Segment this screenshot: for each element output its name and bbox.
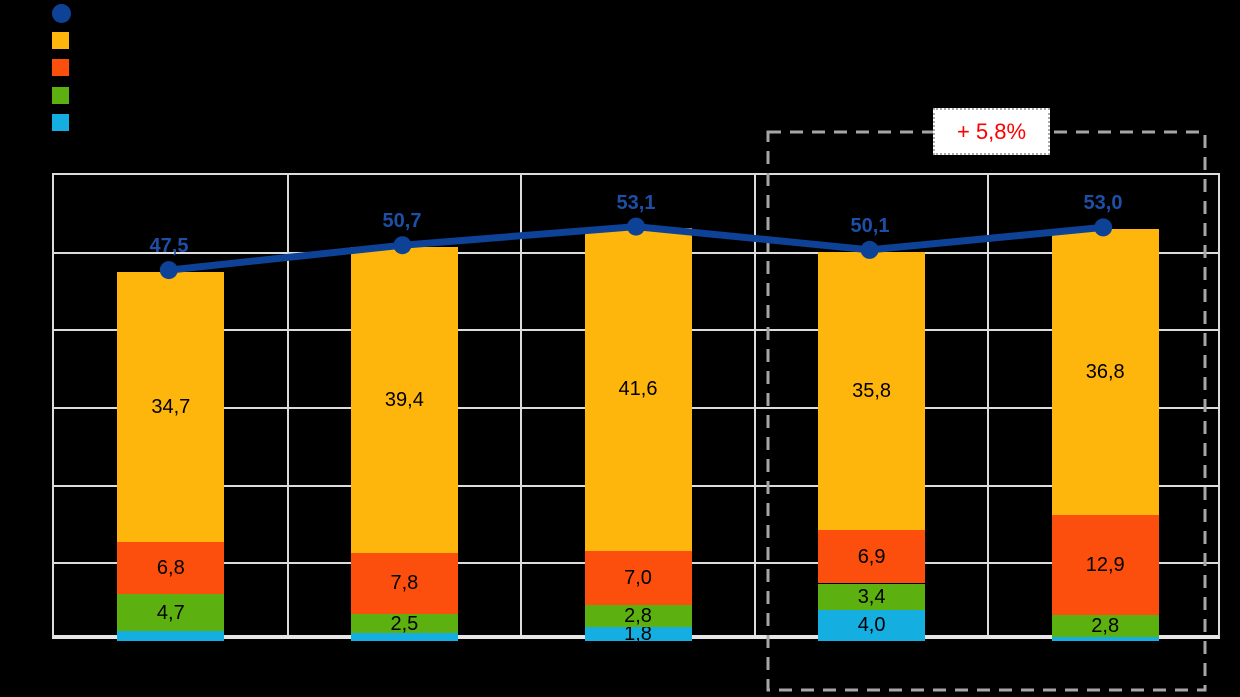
bar-segment-green: 4,7 xyxy=(117,594,225,631)
gridline-vertical xyxy=(753,175,756,635)
bar-segment-green: 3,4 xyxy=(818,583,926,610)
bar-segment-yellow: 39,4 xyxy=(350,247,458,554)
bar-segment-lightblue xyxy=(350,633,458,641)
gridline-vertical xyxy=(286,175,289,635)
bar-segment-red: 6,9 xyxy=(818,529,926,584)
bar-segment-value: 7,8 xyxy=(390,572,419,595)
bar-segment-yellow: 35,8 xyxy=(818,251,926,530)
line-series-swatch xyxy=(52,4,71,23)
bar-segment-yellow: 34,7 xyxy=(117,272,225,542)
total-line-value: 50,7 xyxy=(382,210,422,232)
bar-segment-red: 7,8 xyxy=(350,553,458,614)
bar-segment-value: 39,4 xyxy=(384,389,424,412)
bar-segment-value: 6,8 xyxy=(156,556,185,579)
total-line-value: 50,1 xyxy=(850,215,890,237)
total-line-value: 53,0 xyxy=(1083,192,1123,214)
bar-segment-yellow: 36,8 xyxy=(1051,229,1159,516)
gridline-vertical xyxy=(520,175,523,635)
lightblue-series-swatch xyxy=(52,114,69,131)
bar-segment-value: 34,7 xyxy=(151,395,191,418)
bar-segment-red: 12,9 xyxy=(1051,515,1159,616)
bar-segment-lightblue: 4,0 xyxy=(818,609,926,641)
growth-annotation: + 5,8% xyxy=(933,108,1050,155)
bar-segment-value: 2,5 xyxy=(390,612,419,635)
green-series-swatch xyxy=(52,87,69,104)
bar-segment-value: 36,8 xyxy=(1085,361,1125,384)
bar-segment-value: 35,8 xyxy=(852,379,892,402)
bar-segment-red: 7,0 xyxy=(584,550,692,606)
bar-segment-value: 4,0 xyxy=(857,614,886,637)
bar-segment-lightblue xyxy=(117,630,225,641)
bar-segment-value: 2,8 xyxy=(1091,615,1120,638)
bar-segment-value: 12,9 xyxy=(1085,554,1125,577)
bar-segment-red: 6,8 xyxy=(117,541,225,595)
bar-segment-value: 3,4 xyxy=(857,585,886,608)
bar-segment-value: 2,8 xyxy=(624,605,652,628)
bar-segment-value: 41,6 xyxy=(618,378,658,401)
gridline-vertical xyxy=(987,175,990,635)
bar-segment-yellow: 41,6 xyxy=(584,227,692,551)
growth-annotation-label: + 5,8% xyxy=(956,118,1027,144)
bar-segment-lightblue: 1,8 xyxy=(584,623,692,645)
bar-segment-green: 2,8 xyxy=(584,605,692,628)
bar-segment-green: 2,5 xyxy=(350,612,458,635)
bar-segment-green: 2,8 xyxy=(1051,615,1159,638)
bar-segment-value: 7,0 xyxy=(624,567,652,590)
total-line-value: 53,1 xyxy=(616,192,656,214)
bar-segment-value: 1,8 xyxy=(624,623,652,645)
yellow-series-swatch xyxy=(52,32,69,49)
bar-segment-value: 6,9 xyxy=(857,545,886,568)
red-series-swatch xyxy=(52,59,69,76)
total-line-value: 47,5 xyxy=(149,235,189,257)
plot-area: 4,7 6,8 34,7 2,5 7,8 39,4 1,8 2,8 7,0 41,6 4,0 3,4 6… xyxy=(52,173,1220,645)
bar-segment-lightblue xyxy=(1051,637,1159,641)
bar-segment-value: 4,7 xyxy=(156,601,185,624)
